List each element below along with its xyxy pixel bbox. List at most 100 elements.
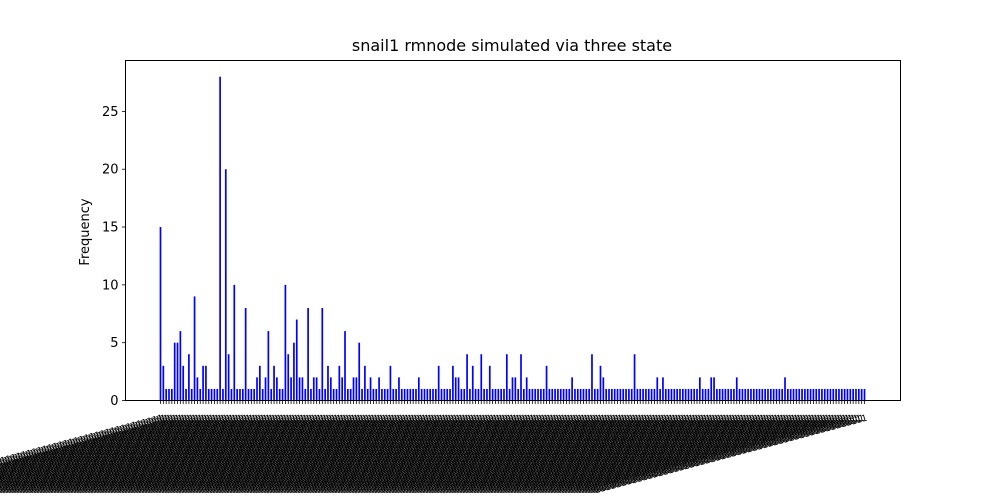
bar	[440, 388, 443, 401]
bar	[798, 388, 801, 401]
bar	[298, 377, 301, 401]
bar	[588, 388, 590, 401]
bar	[537, 388, 539, 401]
bar	[699, 377, 701, 401]
bar	[565, 388, 568, 401]
bar	[361, 388, 363, 401]
bar	[852, 388, 854, 401]
bar	[662, 377, 664, 401]
bar	[653, 388, 656, 401]
bar	[679, 388, 681, 401]
bar	[261, 388, 264, 401]
bar	[403, 388, 406, 401]
y-tick-label: 0	[110, 394, 118, 409]
bar	[630, 388, 633, 401]
bar	[681, 388, 684, 401]
bar	[253, 388, 256, 401]
bar	[179, 331, 182, 401]
bar	[236, 388, 238, 401]
bar	[159, 227, 162, 401]
bar	[787, 388, 789, 401]
bar	[707, 388, 710, 401]
bar	[741, 388, 744, 401]
bar	[503, 388, 505, 401]
bar	[701, 388, 704, 401]
bar	[579, 388, 582, 401]
bar	[349, 388, 352, 401]
bar	[460, 388, 463, 401]
bar	[185, 388, 187, 401]
bar	[557, 388, 559, 401]
bar	[176, 342, 179, 401]
bar	[321, 307, 324, 401]
bar	[412, 388, 414, 401]
y-tick-label: 5	[110, 336, 118, 351]
bar	[551, 388, 554, 401]
bar	[409, 388, 412, 401]
bar	[520, 354, 522, 401]
bar	[386, 388, 389, 401]
bar	[704, 388, 707, 401]
bar	[227, 354, 230, 401]
bar	[327, 365, 329, 401]
bar	[392, 388, 395, 401]
bar	[806, 388, 809, 401]
bar	[525, 377, 528, 401]
bar	[843, 388, 846, 401]
bar	[437, 365, 440, 401]
bar	[750, 388, 752, 401]
bar	[860, 388, 863, 401]
bar	[171, 388, 173, 401]
bar	[395, 388, 397, 401]
bar	[659, 388, 661, 401]
bar	[352, 377, 355, 401]
bar	[244, 307, 247, 401]
bar	[239, 388, 241, 401]
bar	[190, 388, 193, 401]
bar	[284, 284, 287, 401]
bar	[829, 388, 832, 401]
bar	[324, 388, 326, 401]
bar	[531, 388, 534, 401]
bar	[747, 388, 749, 401]
bar	[724, 388, 727, 401]
bar	[559, 388, 562, 401]
bars-group	[159, 76, 866, 401]
bar	[738, 388, 741, 401]
bar	[821, 388, 823, 401]
y-tick-label: 25	[102, 105, 119, 120]
y-tick-label: 10	[102, 278, 119, 293]
bar	[259, 365, 261, 401]
bar	[250, 388, 253, 401]
bar	[381, 388, 383, 401]
bar	[417, 377, 420, 401]
bar	[778, 388, 781, 401]
bar	[205, 365, 207, 401]
bar	[318, 388, 321, 401]
bar	[500, 388, 502, 401]
bar	[378, 377, 380, 401]
bar	[466, 354, 468, 401]
bar	[591, 354, 593, 401]
bar	[744, 388, 747, 401]
bar	[687, 388, 690, 401]
bar	[633, 354, 636, 401]
bar	[596, 388, 599, 401]
bar	[846, 388, 849, 401]
bar	[696, 388, 698, 401]
bar	[710, 377, 713, 401]
bar	[486, 388, 488, 401]
bar	[293, 342, 295, 401]
bar	[372, 388, 375, 401]
x-axis-ticks: 1111111111111111111111111111111111111111…	[0, 400, 868, 496]
bar	[656, 377, 659, 401]
bar	[480, 354, 483, 401]
bar	[420, 388, 423, 401]
bar	[491, 388, 494, 401]
bar	[713, 377, 715, 401]
bar	[758, 388, 761, 401]
bar	[256, 377, 258, 401]
bar	[733, 388, 735, 401]
bar	[301, 377, 304, 401]
bar	[290, 377, 292, 401]
